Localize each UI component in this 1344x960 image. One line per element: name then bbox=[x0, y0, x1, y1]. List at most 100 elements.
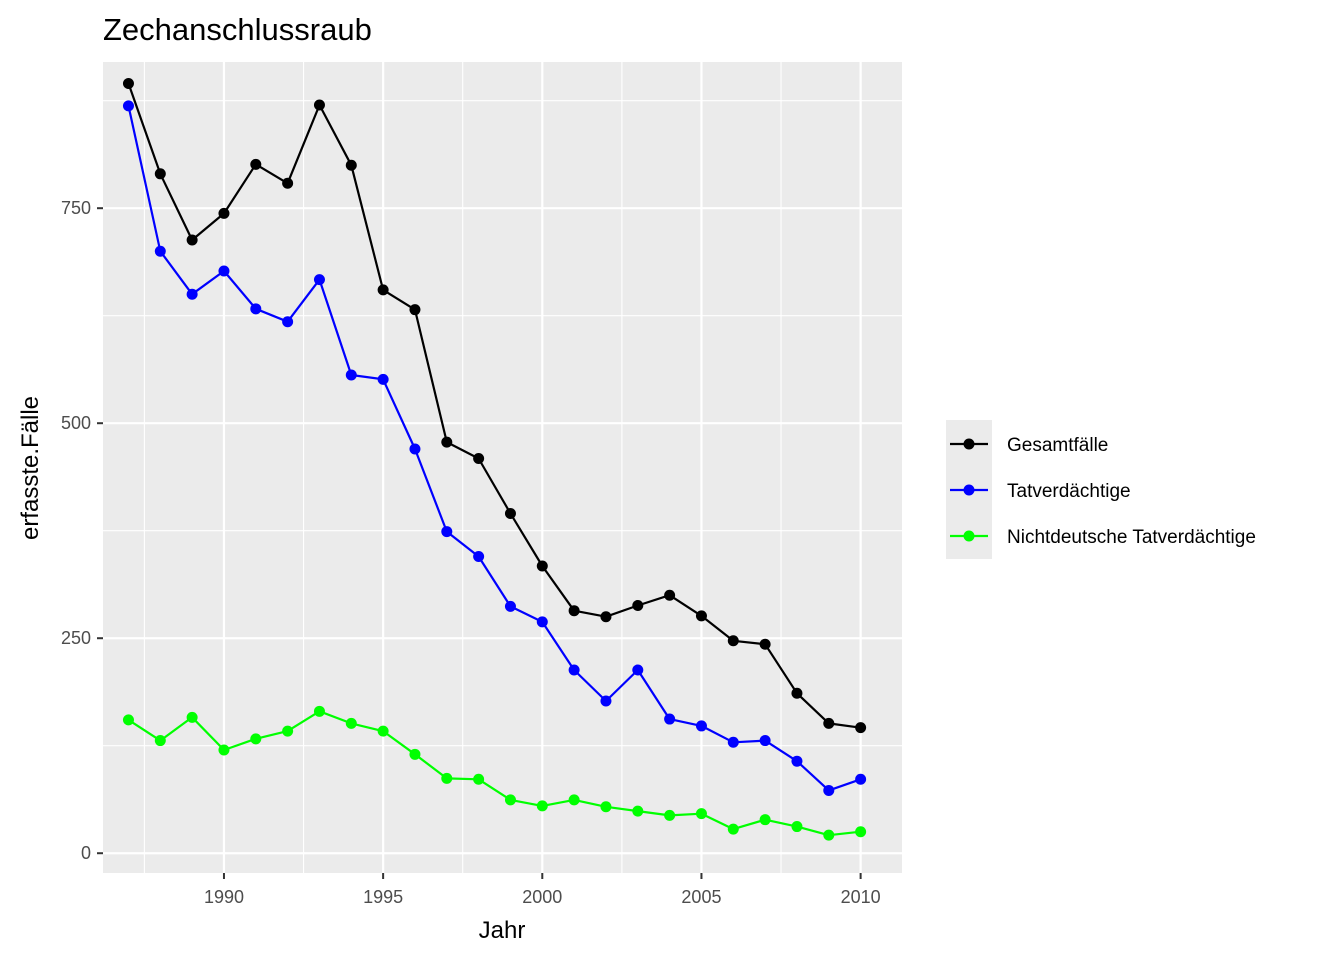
legend-key-point bbox=[963, 530, 975, 542]
data-point bbox=[568, 605, 580, 617]
data-point bbox=[473, 773, 485, 785]
data-point bbox=[632, 664, 644, 676]
data-point bbox=[600, 695, 612, 707]
data-point bbox=[409, 748, 421, 760]
y-axis: 0 250 500 750 bbox=[61, 198, 103, 863]
data-point bbox=[441, 436, 453, 448]
data-point bbox=[313, 705, 325, 717]
data-point bbox=[823, 829, 835, 841]
x-tick-label: 2005 bbox=[681, 887, 721, 907]
data-point bbox=[759, 814, 771, 826]
data-point bbox=[218, 207, 230, 219]
data-point bbox=[282, 177, 294, 189]
data-point bbox=[313, 274, 325, 286]
data-point bbox=[154, 245, 166, 257]
data-point bbox=[536, 616, 548, 628]
data-point bbox=[759, 735, 771, 747]
data-point bbox=[600, 611, 612, 623]
data-point bbox=[345, 369, 357, 381]
data-point bbox=[791, 821, 803, 833]
x-tick-label: 1995 bbox=[363, 887, 403, 907]
data-point bbox=[823, 717, 835, 729]
legend-key-point bbox=[963, 438, 975, 450]
data-point bbox=[632, 600, 644, 612]
data-point bbox=[727, 736, 739, 748]
legend-key-point bbox=[963, 484, 975, 496]
data-point bbox=[186, 711, 198, 723]
data-point bbox=[855, 826, 867, 838]
y-tick-label: 0 bbox=[81, 843, 91, 863]
legend: Gesamtfälle Tatverdächtige Nichtdeutsche T… bbox=[946, 420, 1256, 559]
major-gridlines bbox=[103, 62, 902, 873]
data-point bbox=[695, 720, 707, 732]
data-point bbox=[536, 800, 548, 812]
x-axis-title: Jahr bbox=[479, 917, 526, 944]
data-point bbox=[186, 234, 198, 246]
data-point bbox=[664, 713, 676, 725]
data-point bbox=[504, 794, 516, 806]
x-tick-label: 2010 bbox=[841, 887, 881, 907]
data-point bbox=[823, 784, 835, 796]
data-point bbox=[122, 714, 134, 726]
data-point bbox=[250, 158, 262, 170]
legend-label: Gesamtfälle bbox=[1007, 435, 1108, 456]
legend-label: Nichtdeutsche Tatverdächtige bbox=[1007, 527, 1256, 548]
data-point bbox=[409, 443, 421, 455]
minor-gridlines bbox=[103, 62, 902, 873]
data-point bbox=[154, 735, 166, 747]
data-point bbox=[504, 600, 516, 612]
data-point bbox=[727, 823, 739, 835]
data-point bbox=[186, 288, 198, 300]
data-point bbox=[759, 638, 771, 650]
data-point bbox=[441, 526, 453, 538]
data-point bbox=[855, 722, 867, 734]
x-tick-label: 2000 bbox=[522, 887, 562, 907]
y-tick-label: 750 bbox=[61, 198, 91, 218]
series-2 bbox=[122, 100, 867, 796]
series-1 bbox=[122, 78, 867, 734]
data-point bbox=[600, 801, 612, 813]
data-point bbox=[218, 265, 230, 277]
data-point bbox=[122, 78, 134, 90]
x-axis: 1990 1995 2000 2005 2010 bbox=[204, 873, 881, 907]
data-point bbox=[313, 99, 325, 111]
data-point bbox=[441, 772, 453, 784]
y-tick-label: 500 bbox=[61, 413, 91, 433]
chart-title: Zechanschlussraub bbox=[103, 12, 372, 47]
data-point bbox=[154, 168, 166, 180]
y-tick-label: 250 bbox=[61, 628, 91, 648]
legend-label: Tatverdächtige bbox=[1007, 481, 1131, 502]
data-point bbox=[282, 725, 294, 737]
data-point bbox=[791, 687, 803, 699]
series-line bbox=[127, 710, 861, 837]
series-3 bbox=[122, 705, 867, 841]
data-point bbox=[473, 551, 485, 563]
data-point bbox=[250, 733, 262, 745]
data-point bbox=[568, 664, 580, 676]
data-point bbox=[664, 809, 676, 821]
data-point bbox=[695, 610, 707, 622]
data-point bbox=[409, 304, 421, 316]
data-point bbox=[791, 755, 803, 767]
data-point bbox=[632, 805, 644, 817]
data-point bbox=[122, 100, 134, 112]
data-point bbox=[282, 316, 294, 328]
x-tick-label: 1990 bbox=[204, 887, 244, 907]
data-point bbox=[536, 560, 548, 572]
data-point bbox=[855, 773, 867, 785]
y-axis-title: erfasste.Fälle bbox=[17, 396, 44, 540]
data-point bbox=[377, 725, 389, 737]
data-point bbox=[345, 159, 357, 171]
data-point bbox=[377, 373, 389, 385]
data-point bbox=[473, 452, 485, 464]
data-point bbox=[377, 284, 389, 296]
series-layer bbox=[122, 78, 867, 841]
data-point bbox=[218, 744, 230, 756]
data-point bbox=[664, 589, 676, 601]
data-point bbox=[345, 717, 357, 729]
data-point bbox=[250, 303, 262, 315]
data-point bbox=[727, 635, 739, 647]
data-point bbox=[504, 508, 516, 520]
data-point bbox=[568, 794, 580, 806]
